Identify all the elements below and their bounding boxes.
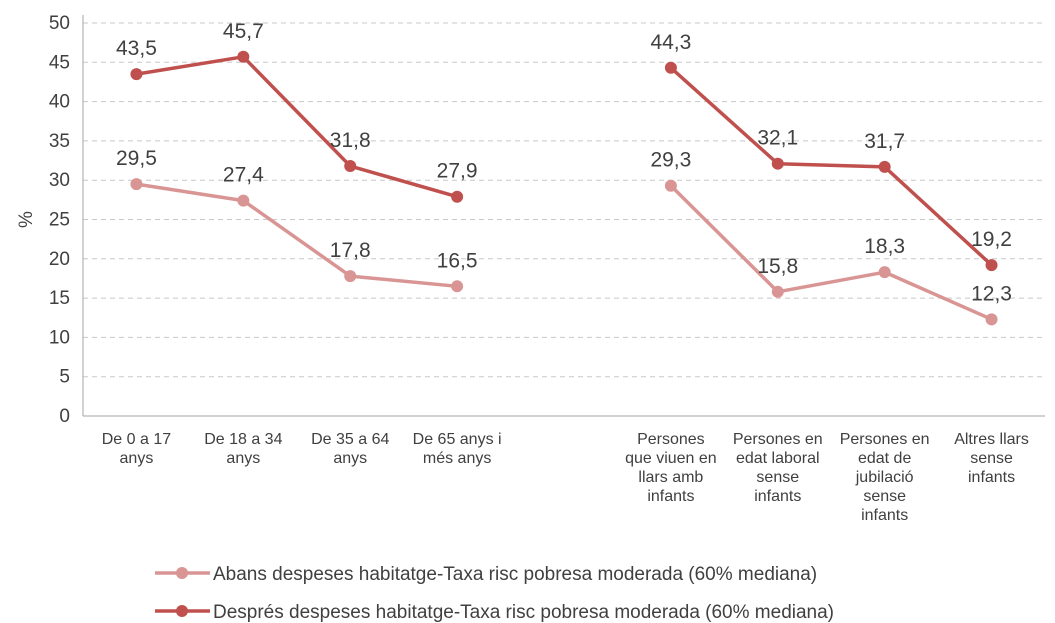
series-line-1 xyxy=(136,182,458,289)
data-label-1: 27,4 xyxy=(223,164,264,187)
data-label-1: 12,3 xyxy=(971,282,1012,305)
x-tick-label: De 0 a 17 anys xyxy=(102,431,171,467)
y-tick-label: 50 xyxy=(49,13,70,34)
x-tick-label-line: edat de xyxy=(858,450,911,467)
x-tick-label: Persones en edat laboral sense infants xyxy=(733,431,823,505)
x-tick-label: De 18 a 34 anys xyxy=(204,431,282,467)
data-point-1 xyxy=(771,285,784,298)
legend-label-2: Després despeses habitatge-Taxa risc pob… xyxy=(213,602,834,623)
data-label-2: 19,2 xyxy=(971,228,1012,251)
x-tick-label: De 35 a 64 anys xyxy=(311,431,389,467)
data-label-2: 31,7 xyxy=(864,130,905,153)
y-tick-label: 45 xyxy=(49,52,70,73)
data-point-1 xyxy=(878,266,891,279)
y-tick-label: 40 xyxy=(49,92,70,113)
x-tick-label-line: jubilació xyxy=(855,469,914,486)
y-tick-label: 25 xyxy=(49,210,70,231)
data-point-1 xyxy=(664,179,677,192)
data-point-2 xyxy=(771,157,784,170)
data-label-1: 29,5 xyxy=(116,147,157,170)
series-line-2 xyxy=(136,55,458,199)
y-axis-label: % xyxy=(16,211,37,228)
data-point-2 xyxy=(344,160,357,173)
x-tick-label-line: De 65 anys i xyxy=(413,431,502,448)
y-tick-label: 10 xyxy=(49,327,70,348)
x-tick-label-line: infants xyxy=(861,507,908,524)
x-tick-label-line: que viuen en xyxy=(625,450,717,467)
x-tick-label-line: Persones en xyxy=(840,431,930,448)
x-tick-label-line: Persones en xyxy=(733,431,823,448)
data-label-1: 18,3 xyxy=(864,235,905,258)
data-point-1 xyxy=(130,178,143,191)
x-tick-label-line: infants xyxy=(647,488,694,505)
y-tick-label: 30 xyxy=(49,170,70,191)
x-tick-label-line: anys xyxy=(120,450,154,467)
data-label-2: 32,1 xyxy=(757,127,798,150)
data-label-2: 43,5 xyxy=(116,37,157,60)
data-point-1 xyxy=(344,270,357,283)
x-tick-label-line: sense xyxy=(863,488,906,505)
x-tick-label-line: sense xyxy=(756,469,799,486)
x-tick-label-line: De 18 a 34 xyxy=(204,431,282,448)
x-tick-label-line: edat laboral xyxy=(736,450,820,467)
series-line-1 xyxy=(669,184,993,321)
data-label-2: 31,8 xyxy=(330,129,371,152)
data-point-1 xyxy=(451,280,464,293)
data-label-1: 15,8 xyxy=(757,255,798,278)
data-point-2 xyxy=(878,160,891,173)
data-point-2 xyxy=(985,259,998,272)
data-label-2: 44,3 xyxy=(650,31,691,54)
data-point-2 xyxy=(451,190,464,203)
data-label-2: 27,9 xyxy=(437,160,478,183)
data-label-1: 16,5 xyxy=(437,249,478,272)
data-label-layer: 29,5 27,4 17,8 16,5 29,3 15,8 18,3 12,3 43,5 45,7… xyxy=(116,20,1012,306)
data-point-1 xyxy=(237,194,250,207)
data-label-1: 29,3 xyxy=(650,149,691,172)
data-point-2 xyxy=(237,50,250,63)
data-point-2 xyxy=(664,61,677,74)
data-point-1 xyxy=(985,313,998,326)
x-tick-label-line: De 0 a 17 xyxy=(102,431,171,448)
x-tick-label-line: anys xyxy=(226,450,260,467)
data-label-2: 45,7 xyxy=(223,20,264,43)
grid-layer xyxy=(83,22,1045,378)
x-tick-label-line: anys xyxy=(333,450,367,467)
y-tick-label: 35 xyxy=(49,131,70,152)
y-tick-label: 5 xyxy=(59,367,70,388)
x-tick-label-line: Altres llars xyxy=(954,431,1029,448)
y-tick-label: 20 xyxy=(49,249,70,270)
data-label-1: 17,8 xyxy=(330,239,371,262)
x-tick-label: Persones que viuen en llars amb infants xyxy=(625,431,717,505)
legend-marker-2 xyxy=(176,605,188,617)
x-tick-label-line: sense xyxy=(970,450,1013,467)
x-tick-label-line: De 35 a 64 xyxy=(311,431,389,448)
series-layer xyxy=(130,50,998,326)
y-tick-label: 0 xyxy=(59,406,70,427)
x-tick-label-line: més anys xyxy=(423,450,491,467)
legend-marker-1 xyxy=(176,567,188,579)
legend-label-1: Abans despeses habitatge-Taxa risc pobre… xyxy=(213,564,817,585)
x-tick-label: Altres llars sense infants xyxy=(954,431,1029,486)
x-tick-label: Persones en edat de jubilació sense infants xyxy=(840,431,930,524)
data-point-2 xyxy=(130,68,143,81)
y-tick-label: 15 xyxy=(49,288,70,309)
x-tick-label-line: llars amb xyxy=(638,469,703,486)
x-tick-label: De 65 anys i més anys xyxy=(413,431,502,467)
legend: Abans despeses habitatge-Taxa risc pobre… xyxy=(155,564,834,623)
x-tick-label-line: Persones xyxy=(637,431,705,448)
x-tick-label-line: infants xyxy=(754,488,801,505)
series-line-2 xyxy=(669,66,993,267)
x-tick-label-line: infants xyxy=(968,469,1015,486)
